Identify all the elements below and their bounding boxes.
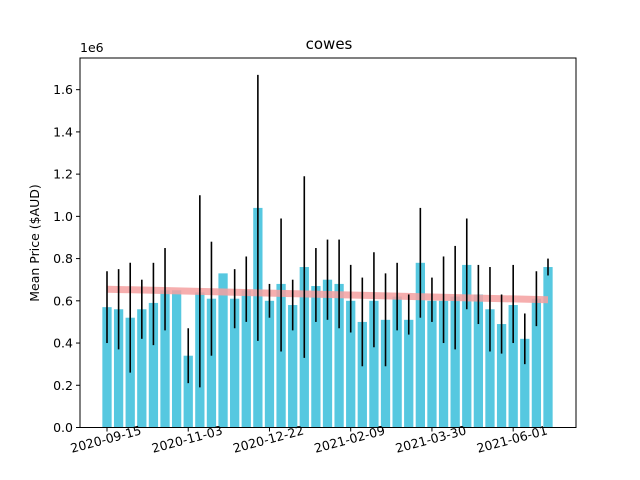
bar — [438, 300, 449, 428]
y-tick-label: 1.2 — [53, 167, 73, 182]
bar — [369, 300, 379, 428]
bar — [322, 279, 333, 428]
bar — [125, 317, 135, 428]
bar — [218, 273, 228, 428]
bar — [427, 300, 437, 428]
chart-title: cowes — [306, 35, 353, 53]
bar — [473, 294, 484, 428]
bar — [264, 300, 275, 428]
bar — [520, 338, 530, 428]
y-tick-label: 1.4 — [53, 124, 73, 139]
bar — [496, 324, 507, 428]
bar — [113, 309, 124, 428]
y-axis: 0.0 0.2 0.4 0.6 0.8 1.0 1.2 1.4 1.6 — [53, 82, 80, 435]
bar — [462, 264, 472, 428]
bar — [148, 302, 159, 428]
bar — [102, 307, 112, 428]
bar — [137, 309, 147, 428]
bar — [404, 319, 414, 428]
bar — [380, 319, 391, 428]
y-tick-label: 0.6 — [53, 293, 73, 308]
bar — [415, 262, 425, 428]
plot-frame — [79, 57, 577, 428]
bar — [508, 305, 518, 428]
bar — [241, 290, 251, 428]
bar — [206, 298, 217, 428]
bar — [276, 283, 286, 428]
y-tick-label: 1.6 — [53, 82, 73, 97]
bar — [346, 300, 356, 428]
y-tick-label: 0.0 — [53, 420, 73, 435]
y-tick-label: 1.0 — [53, 209, 73, 224]
bar — [288, 305, 298, 428]
bar — [357, 321, 367, 428]
y-multiplier-label: 1e6 — [80, 40, 104, 55]
bar — [160, 290, 170, 428]
bar — [311, 286, 321, 428]
y-tick-label: 0.2 — [53, 378, 73, 393]
bar — [334, 283, 344, 428]
bar — [543, 267, 553, 428]
bar — [450, 296, 460, 428]
bar — [183, 355, 193, 428]
bar — [531, 298, 542, 428]
y-tick-label: 0.4 — [53, 336, 73, 351]
y-axis-label: Mean Price ($AUD) — [27, 184, 42, 302]
bar — [230, 298, 240, 428]
bar — [485, 309, 495, 428]
bar — [171, 290, 182, 428]
plot-area — [102, 74, 553, 428]
bar — [392, 296, 402, 428]
y-tick-label: 0.8 — [53, 251, 73, 266]
